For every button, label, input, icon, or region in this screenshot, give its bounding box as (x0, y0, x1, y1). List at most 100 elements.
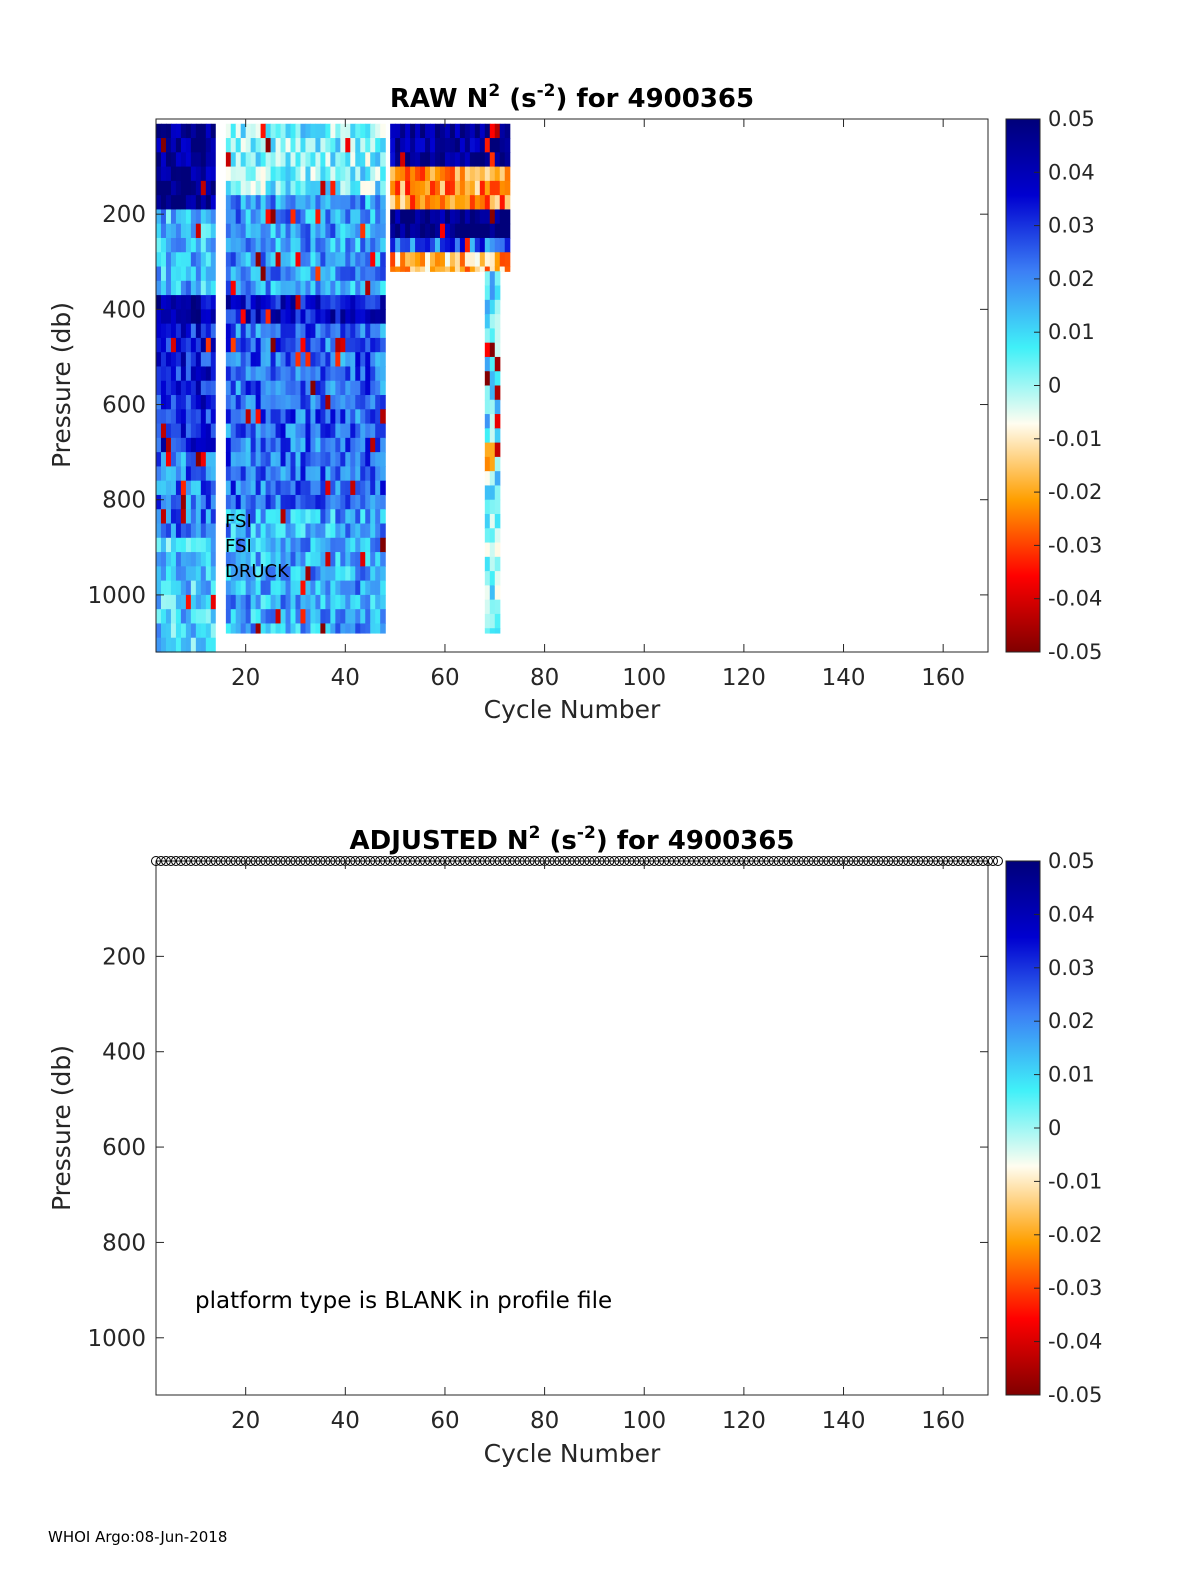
heatmap-cell (255, 366, 262, 382)
heatmap-cell (400, 138, 406, 153)
heatmap-cell (494, 414, 501, 429)
adjusted-marker (913, 856, 924, 866)
heatmap-cell (275, 437, 282, 453)
heatmap-cell (365, 452, 371, 468)
heatmap-cell (390, 266, 396, 272)
heatmap-cell (185, 209, 192, 225)
heatmap-cell (474, 138, 481, 153)
heatmap-cell (200, 209, 207, 225)
heatmap-cell (300, 337, 307, 353)
raw-axes-frame (155, 118, 989, 653)
heatmap-cell (200, 309, 207, 325)
heatmap-cell (410, 223, 416, 239)
heatmap-cell (430, 166, 436, 182)
heatmap-cell (439, 252, 446, 268)
heatmap-cell (275, 166, 282, 182)
heatmap-cell (454, 252, 461, 268)
heatmap-cell (484, 328, 491, 344)
heatmap-cell (156, 209, 162, 225)
heatmap-cell (300, 466, 307, 482)
adjusted-marker (250, 856, 261, 866)
heatmap-cell (454, 166, 461, 182)
heatmap-cell (225, 623, 232, 634)
heatmap-cell (280, 409, 287, 425)
heatmap-cell (434, 138, 441, 153)
adjusted-marker (718, 856, 729, 866)
heatmap-cell (165, 466, 172, 482)
heatmap-cell (345, 166, 351, 182)
heatmap-cell (180, 580, 187, 596)
colorbar-tick-label: 0.04 (1048, 160, 1095, 184)
heatmap-cell (285, 380, 292, 396)
heatmap-cell (205, 252, 212, 268)
adjusted-marker (768, 856, 779, 866)
heatmap-cell (365, 209, 371, 225)
heatmap-cell (449, 166, 456, 182)
adjusted-marker (469, 856, 480, 866)
heatmap-cell (205, 138, 212, 153)
heatmap-cell (270, 437, 277, 453)
adjusted-marker (848, 856, 859, 866)
heatmap-cell (350, 209, 356, 225)
heatmap-cell (305, 480, 312, 496)
heatmap-cell (370, 266, 376, 282)
heatmap-cell (290, 252, 297, 268)
heatmap-cell (230, 266, 237, 282)
y-tick-label: 600 (102, 393, 146, 419)
heatmap-cell (380, 609, 386, 625)
heatmap-cell (260, 123, 267, 139)
heatmap-cell (459, 180, 466, 196)
heatmap-cell (255, 152, 262, 168)
heatmap-cell (315, 623, 322, 634)
heatmap-cell (205, 323, 212, 339)
heatmap-cell (499, 252, 506, 268)
heatmap-cell (275, 537, 282, 553)
heatmap-cell (235, 466, 242, 482)
heatmap-cell (310, 523, 317, 539)
heatmap-cell (190, 138, 197, 153)
heatmap-cell (185, 223, 192, 239)
heatmap-cell (430, 209, 436, 225)
heatmap-cell (240, 295, 247, 310)
heatmap-cell (340, 609, 346, 625)
adjusted-marker (579, 856, 590, 866)
heatmap-cell (290, 380, 297, 396)
heatmap-cell (315, 195, 322, 211)
heatmap-cell (260, 537, 267, 553)
heatmap-cell (504, 138, 511, 153)
heatmap-cell (350, 309, 356, 325)
heatmap-cell (245, 295, 252, 310)
heatmap-cell (270, 166, 277, 182)
heatmap-cell (310, 452, 317, 468)
heatmap-cell (245, 623, 252, 634)
heatmap-cell (285, 366, 292, 382)
heatmap-cell (210, 223, 217, 239)
heatmap-cell (175, 566, 182, 582)
adjusted-marker (355, 856, 366, 866)
heatmap-cell (325, 323, 331, 339)
heatmap-cell (165, 409, 172, 425)
heatmap-cell (180, 623, 187, 639)
heatmap-cell (375, 494, 381, 510)
heatmap-cell (350, 237, 356, 253)
heatmap-cell (285, 209, 292, 225)
heatmap-cell (275, 295, 282, 310)
heatmap-cell (350, 395, 356, 410)
heatmap-cell (484, 314, 491, 329)
heatmap-cell (365, 166, 371, 182)
heatmap-cell (165, 152, 172, 168)
adjusted-marker (713, 856, 724, 866)
heatmap-cell (464, 180, 471, 196)
heatmap-cell (300, 152, 307, 168)
heatmap-cell (375, 523, 381, 539)
heatmap-cell (300, 252, 307, 268)
heatmap-cell (245, 452, 252, 468)
heatmap-cell (315, 509, 322, 525)
heatmap-cell (504, 237, 511, 253)
heatmap-cell (380, 623, 386, 634)
heatmap-cell (195, 195, 202, 211)
heatmap-cell (350, 138, 356, 153)
heatmap-cell (175, 166, 182, 182)
heatmap-cell (459, 252, 466, 268)
adjusted-marker (953, 856, 964, 866)
